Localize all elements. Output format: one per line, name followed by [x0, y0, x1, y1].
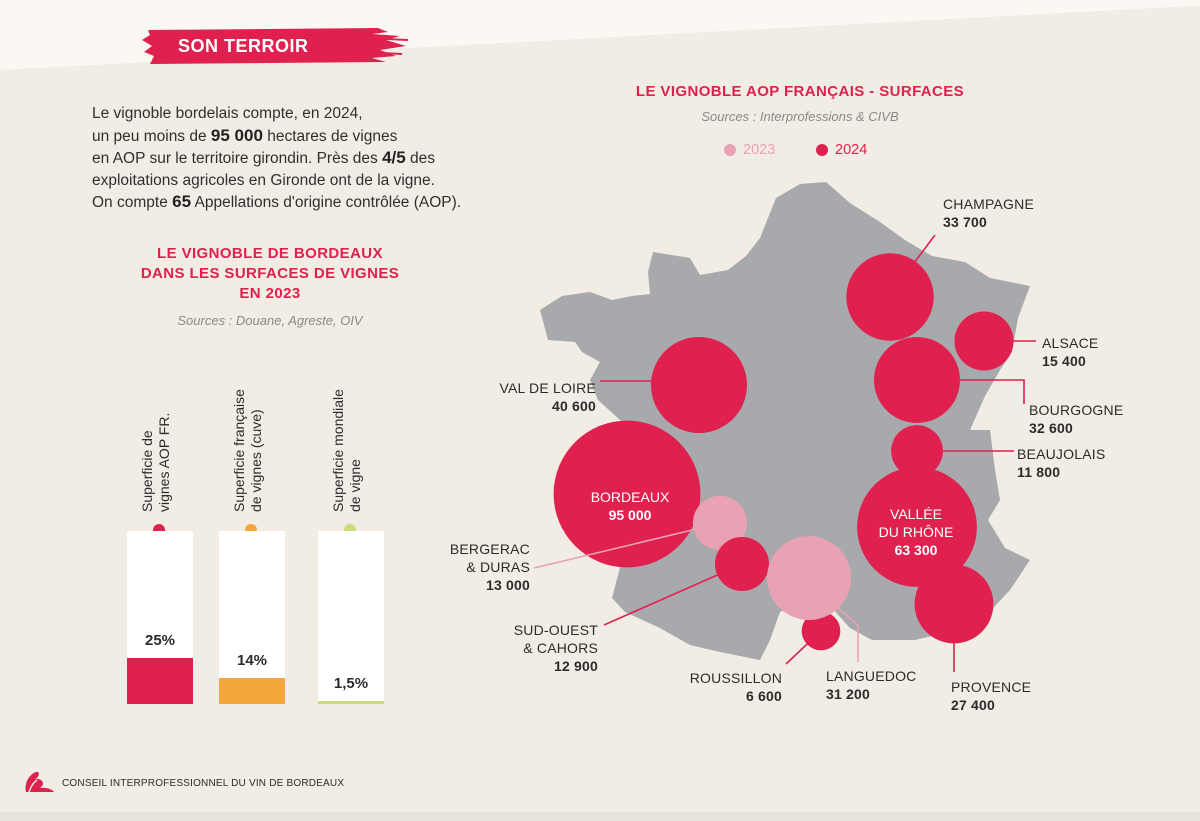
region-label-bordeaux: BORDEAUX 95 000 — [590, 489, 670, 523]
region-bubble — [715, 537, 769, 591]
bar-track — [127, 531, 193, 704]
region-bubble — [874, 337, 960, 423]
region-label-roussillon: ROUSSILLON 6 600 — [689, 670, 782, 704]
bar-value-label: 25% — [144, 632, 176, 650]
bottom-band — [0, 812, 1200, 821]
france-shape — [540, 182, 1030, 660]
region-bubble — [954, 311, 1014, 371]
legend-item-2024: 2024 — [816, 142, 867, 158]
region-bubble — [801, 611, 841, 651]
leader-line — [603, 568, 732, 626]
bar — [219, 678, 285, 704]
map-chart-title: LE VIGNOBLE AOP FRANÇAIS - SURFACES — [635, 83, 965, 100]
bar-category-label: Superficie mondiale de vigne — [330, 389, 363, 512]
legend-label: 2024 — [835, 142, 868, 158]
civb-logo-icon — [25, 771, 54, 793]
intro-paragraph: Le vignoble bordelais compte, en 2024, u… — [92, 103, 552, 214]
legend-swatch — [724, 144, 736, 156]
intro-line: exploitations agricoles en Gironde ont d… — [92, 171, 435, 189]
map-chart-sources: Sources : Interprofessions & CIVB — [701, 109, 899, 124]
region-label-alsace: ALSACE 15 400 — [1042, 335, 1099, 369]
legend-swatch — [816, 144, 828, 156]
region-label-languedoc: LANGUEDOC 31 200 — [826, 668, 917, 702]
leader-line — [785, 630, 822, 665]
region-label-bourgogne: BOURGOGNE 32 600 — [1029, 402, 1124, 436]
bar-track — [318, 531, 384, 704]
footer-org: CONSEIL INTERPROFESSIONNEL DU VIN DE BOR… — [62, 778, 345, 789]
brush-stroke-tag — [142, 28, 409, 64]
region-label-provence: PROVENCE 27 400 — [951, 679, 1032, 713]
region-label-val-de-loire: VAL DE LOIRE 40 600 — [499, 380, 596, 414]
region-bubble — [767, 536, 851, 620]
intro-line: un peu moins de 95 000 hectares de vigne… — [92, 125, 398, 145]
legend-label: 2023 — [743, 142, 776, 158]
legend-item-2023: 2023 — [724, 142, 775, 158]
section-tag: SON TERROIR — [178, 36, 309, 56]
leader-line — [831, 602, 859, 662]
intro-line: Le vignoble bordelais compte, en 2024, — [92, 105, 363, 122]
leader-line — [907, 234, 936, 272]
region-bubble — [692, 495, 748, 551]
bar — [318, 701, 384, 704]
region-label-vallee-du-rhone: VALLÉE DU RHÔNE 63 300 — [878, 506, 954, 558]
bar-value-label: 1,5% — [333, 675, 369, 692]
region-bubble — [846, 253, 934, 341]
region-label-sud-ouest: SUD-OUEST & CAHORS 12 900 — [513, 622, 598, 674]
bar-category-label: Superficie française de vignes (cuve) — [231, 389, 264, 512]
region-bubble — [651, 337, 747, 433]
left-chart-title: LE VIGNOBLE DE BORDEAUX DANS LES SURFACE… — [140, 245, 400, 302]
region-bubble — [914, 564, 994, 644]
left-chart-sources: Sources : Douane, Agreste, OIV — [177, 313, 363, 328]
bar — [127, 658, 193, 704]
region-label-beaujolais: BEAUJOLAIS 11 800 — [1017, 446, 1106, 480]
intro-line: en AOP sur le territoire girondin. Près … — [92, 148, 436, 167]
bar-category-label: Superficie de vignes AOP FR. — [139, 412, 172, 512]
region-label-champagne: CHAMPAGNE 33 700 — [943, 196, 1034, 230]
intro-line: On compte 65 Appellations d'origine cont… — [92, 192, 462, 211]
leader-line — [948, 379, 1025, 404]
leader-line — [533, 525, 710, 569]
bar-track — [219, 531, 285, 704]
bar-value-label: 14% — [236, 652, 268, 670]
region-bubble — [891, 425, 943, 477]
region-label-bergerac: BERGERAC & DURAS 13 000 — [449, 541, 530, 593]
